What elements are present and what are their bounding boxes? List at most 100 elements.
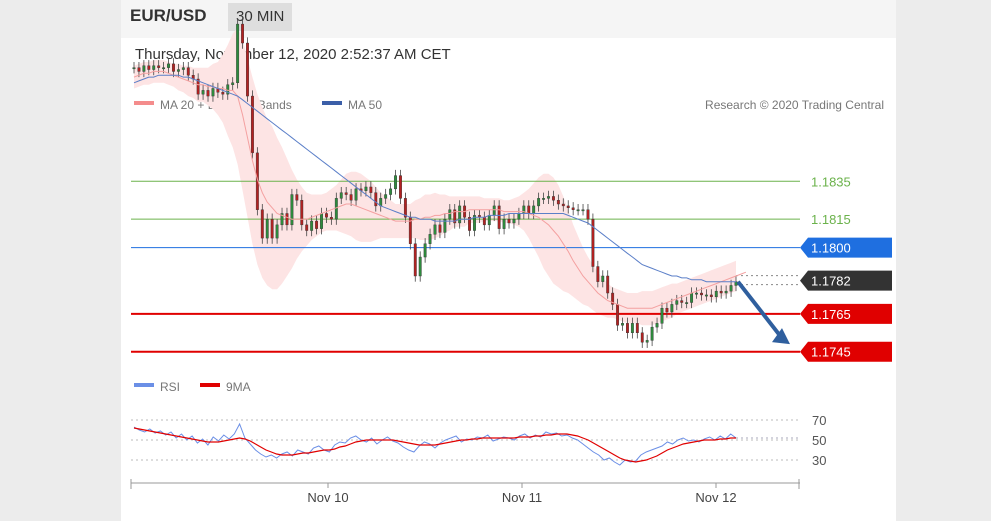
rsi-tick-70: 70 xyxy=(812,413,826,428)
candle-body xyxy=(606,275,610,294)
level-label-1.1745: 1.1745 xyxy=(811,345,851,360)
rsi-tick-30: 30 xyxy=(812,453,826,468)
candle-body xyxy=(591,218,595,267)
candle-body xyxy=(221,92,225,95)
candle-body xyxy=(394,175,397,190)
candle-body xyxy=(517,213,521,220)
candle-body xyxy=(468,217,471,231)
candle-body xyxy=(206,90,210,97)
candle-body xyxy=(551,196,555,201)
level-tag-1.1782 xyxy=(800,270,892,291)
candle-body xyxy=(581,209,585,212)
candle-body xyxy=(556,200,560,205)
level-label-1.1800: 1.1800 xyxy=(811,241,851,256)
ma9-line xyxy=(133,427,736,463)
arrow-shaft xyxy=(736,280,784,340)
candle-body xyxy=(389,188,393,195)
x-axis: Nov 10 Nov 11 Nov 12 xyxy=(130,479,800,505)
candle-body xyxy=(630,323,634,334)
legend-rsi: RSI xyxy=(160,380,180,394)
chart-panel: EUR/USD 30 MIN Thursday, November 12, 20… xyxy=(121,0,896,521)
legend-9ma: 9MA xyxy=(226,380,251,394)
candle-body xyxy=(374,192,378,207)
candle-body xyxy=(655,323,659,328)
candle-body xyxy=(162,67,166,70)
candle-body xyxy=(650,326,654,341)
candle-body xyxy=(403,198,407,218)
candle-body xyxy=(566,205,570,209)
candle-body xyxy=(675,300,679,305)
candle-body xyxy=(295,194,299,201)
candle-body xyxy=(532,205,536,214)
bollinger-bands xyxy=(134,27,736,326)
timestamp: Thursday, November 12, 2020 2:52:37 AM C… xyxy=(135,46,451,63)
candle-body xyxy=(250,95,254,154)
candle-body xyxy=(172,63,175,72)
candle-body xyxy=(290,194,294,226)
candle-body xyxy=(611,292,615,305)
candle-body xyxy=(616,304,620,326)
candle-body xyxy=(704,294,708,297)
candle-body xyxy=(231,82,235,85)
moving-averages xyxy=(133,70,747,309)
candle-body xyxy=(270,218,274,239)
x-tick-label: Nov 10 xyxy=(307,490,348,505)
candle-body xyxy=(571,207,575,210)
candle-body xyxy=(502,218,506,229)
candle-body xyxy=(320,213,323,229)
candle-body xyxy=(349,194,353,201)
candle-body xyxy=(147,65,151,70)
candle-body xyxy=(418,256,422,277)
level-label-1.1835: 1.1835 xyxy=(811,174,851,189)
candle-body xyxy=(709,294,713,298)
rsi-line xyxy=(133,422,737,466)
bb-area xyxy=(134,27,736,326)
candle-body xyxy=(680,300,684,303)
ma50-line xyxy=(133,74,736,283)
legend-swatch-rsi xyxy=(134,383,154,387)
candle-body xyxy=(507,218,511,224)
candle-body xyxy=(201,90,205,95)
candle-body xyxy=(665,307,669,313)
candle-body xyxy=(645,340,649,343)
candle-body xyxy=(265,218,269,239)
x-tick-label: Nov 12 xyxy=(695,490,736,505)
candle-body xyxy=(729,285,733,292)
ma20-line xyxy=(133,70,747,309)
header-bar: EUR/USD 30 MIN xyxy=(121,0,896,38)
candle-body xyxy=(482,217,486,226)
candle-body xyxy=(132,67,136,70)
candle-body xyxy=(497,205,501,229)
candle-body xyxy=(596,266,600,282)
candle-body xyxy=(700,292,703,296)
level-label-1.1815: 1.1815 xyxy=(811,212,851,227)
candle-body xyxy=(354,188,358,201)
level-label-1.1765: 1.1765 xyxy=(811,307,851,322)
level-labels: 1.1835 1.1815 1.1800 1.1782 1.1765 1.1745 xyxy=(800,174,892,362)
candle-body xyxy=(305,224,309,231)
candle-body xyxy=(246,42,249,97)
candle-body xyxy=(448,209,452,220)
candle-body xyxy=(547,196,550,199)
forecast-arrow xyxy=(736,280,790,345)
candle-body xyxy=(211,88,215,97)
candle-body xyxy=(157,65,161,68)
candle-body xyxy=(576,209,580,212)
candle-body xyxy=(492,205,496,216)
legend-swatch-bb xyxy=(134,101,154,105)
candle-body xyxy=(719,290,723,294)
arrow-head xyxy=(772,328,790,345)
legend-swatch-9ma xyxy=(200,383,220,387)
rsi-tick-50: 50 xyxy=(812,433,826,448)
candle-body xyxy=(660,307,664,324)
currency-pair: EUR/USD xyxy=(130,6,207,25)
candle-body xyxy=(695,292,698,295)
candle-body xyxy=(181,67,185,70)
level-label-1.1782: 1.1782 xyxy=(811,274,851,289)
candle-body xyxy=(369,186,373,193)
candle-body xyxy=(152,65,156,70)
candle-body xyxy=(399,175,402,199)
candle-body xyxy=(334,198,338,220)
level-tag-1.1745 xyxy=(800,341,892,362)
candle-body xyxy=(339,192,343,199)
